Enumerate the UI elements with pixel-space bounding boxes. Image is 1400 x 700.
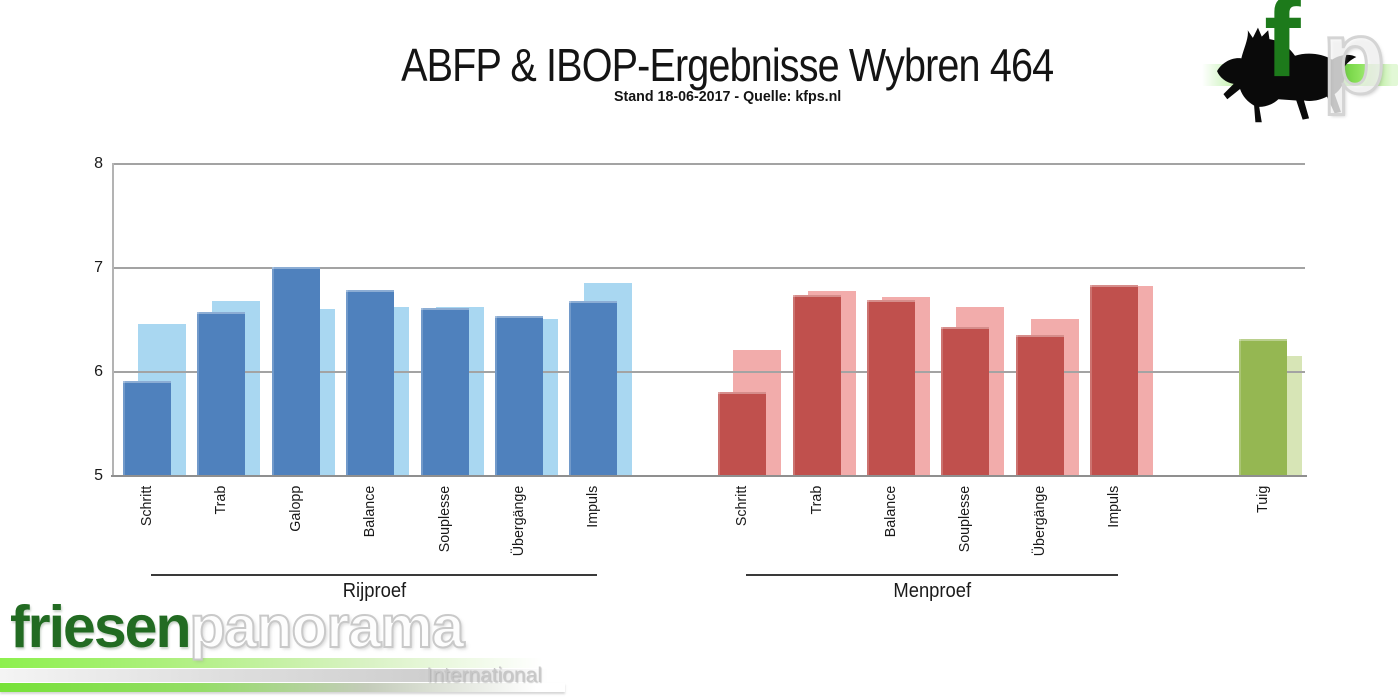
- bar-front-balance: [346, 289, 395, 475]
- bar-front-souplesse: [420, 307, 469, 475]
- bar-front-impuls: [1090, 284, 1139, 475]
- watermark-stripe-green: [0, 658, 565, 668]
- x-axis-line: [111, 475, 1307, 477]
- group-label-rijproef: Rijproef: [274, 580, 474, 603]
- y-tick-7: 7: [94, 259, 103, 276]
- friesenpanorama-fp-logo: f p: [1198, 0, 1400, 140]
- gridline-6: [113, 371, 1305, 373]
- y-tick-6: 6: [94, 363, 103, 380]
- y-tick-8: 8: [94, 155, 103, 172]
- chart-header: ABFP & IBOP-Ergebnisse Wybren 464 Stand …: [0, 38, 1400, 105]
- watermark-panorama: panorama: [188, 594, 465, 660]
- watermark-stripe-gray: [0, 669, 565, 682]
- watermark-tagline: International: [426, 664, 542, 687]
- chart-title: ABFP & IBOP-Ergebnisse Wybren 464: [401, 39, 1054, 91]
- category-label-tuig: Tuig: [1254, 485, 1271, 513]
- bar-front-übergänge: [495, 315, 543, 475]
- gridline-8: [113, 163, 1305, 165]
- gridline-7: [113, 267, 1305, 269]
- bar-front-schritt: [123, 381, 171, 475]
- bar-front-schritt: [718, 391, 767, 475]
- watermark-friesen: friesen: [10, 594, 191, 660]
- group-underline-rijproef: [151, 574, 598, 576]
- group-label-text: Rijproef: [342, 580, 406, 602]
- watermark-wordmark: friesenpanorama: [10, 597, 465, 658]
- bar-front-galopp: [271, 267, 320, 475]
- logo-letter-p: p: [1321, 0, 1388, 116]
- bar-front-souplesse: [941, 327, 990, 475]
- group-label-menproef: Menproef: [832, 580, 1032, 603]
- bar-front-tuig: [1239, 338, 1287, 475]
- bar-front-trab: [792, 295, 841, 475]
- bar-front-übergänge: [1015, 334, 1064, 475]
- horse-icon: [1217, 27, 1357, 123]
- bar-front-impuls: [569, 301, 618, 475]
- watermark-stripe-green-bottom: [0, 683, 565, 692]
- chart-subtitle-text: Stand 18-06-2017 - Quelle: kfps.nl: [613, 88, 842, 105]
- group-underline-menproef: [746, 574, 1119, 576]
- y-axis-line: [112, 163, 114, 477]
- logo-letter-f: f: [1264, 0, 1301, 100]
- bar-front-balance: [867, 300, 915, 475]
- bar-front-trab: [197, 311, 246, 475]
- chart-subtitle: Stand 18-06-2017 - Quelle: kfps.nl: [55, 88, 1400, 105]
- friesenpanorama-watermark: friesenpanorama International: [0, 592, 580, 700]
- group-label-text: Menproef: [893, 580, 972, 602]
- y-tick-5: 5: [94, 467, 103, 484]
